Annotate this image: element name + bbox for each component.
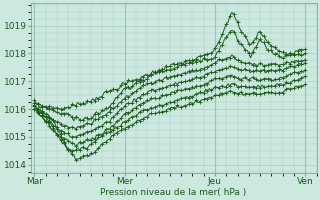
X-axis label: Pression niveau de la mer( hPa ): Pression niveau de la mer( hPa ) xyxy=(100,188,247,197)
